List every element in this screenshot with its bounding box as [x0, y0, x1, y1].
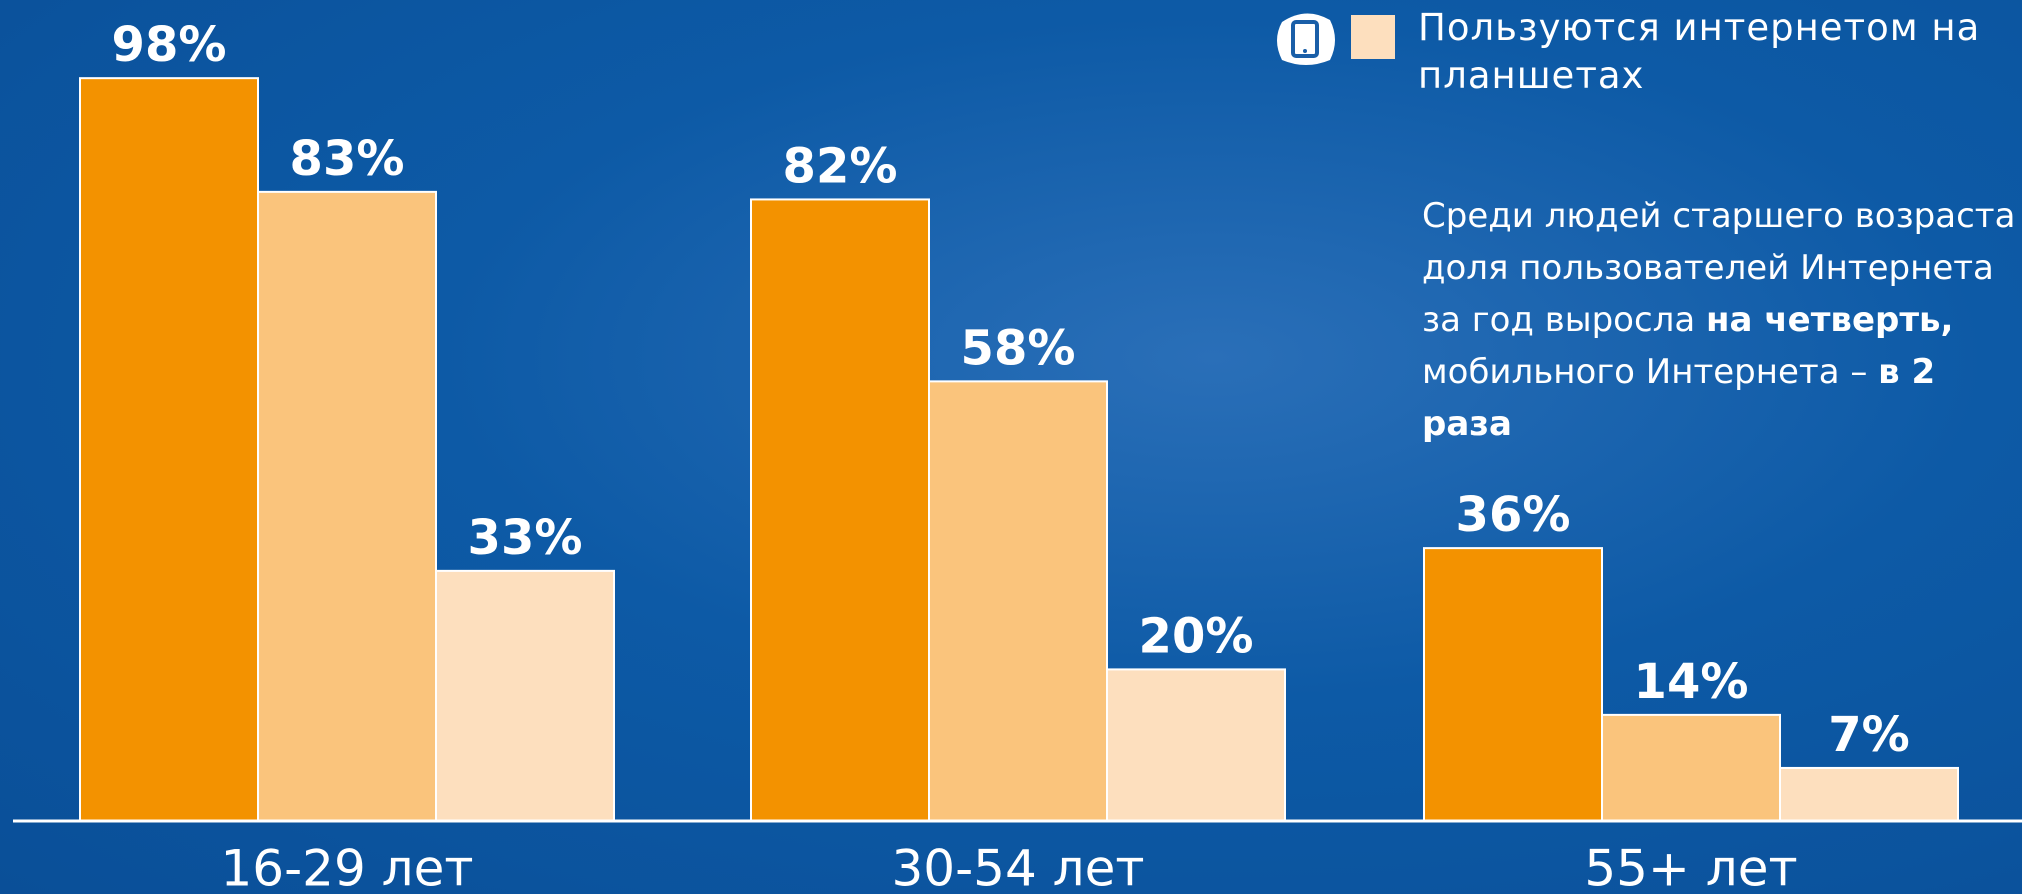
x-tick-label: 16-29 лет: [220, 840, 473, 894]
annotation-text: мобильного Интернета –: [1422, 352, 1878, 392]
bar: [1780, 768, 1958, 821]
page: 98% 83% 33% 16-29 лет 82% 58% 20% 30-54 лет 36% 1…: [0, 0, 2022, 894]
legend-label: Пользуются интернетом на планшетах: [1418, 4, 1998, 100]
bar: [80, 78, 258, 821]
bar: [929, 381, 1107, 821]
value-label: 20%: [1139, 608, 1254, 664]
bar: [436, 571, 614, 821]
legend-swatch: [1351, 15, 1395, 59]
value-label: 98%: [112, 17, 227, 73]
x-tick-label: 55+ лет: [1584, 840, 1797, 894]
value-label: 33%: [468, 510, 583, 566]
value-label: 7%: [1828, 707, 1910, 763]
value-label: 83%: [290, 131, 405, 187]
value-label: 36%: [1456, 487, 1571, 543]
bar: [751, 199, 929, 821]
annotation-bold: на четверть,: [1706, 300, 1953, 340]
bar: [1424, 548, 1602, 821]
bar: [1602, 715, 1780, 821]
value-label: 14%: [1634, 654, 1749, 710]
value-label: 58%: [961, 320, 1076, 376]
annotation: Среди людей старшего возраста доля польз…: [1422, 190, 2022, 450]
x-tick-label: 30-54 лет: [891, 840, 1144, 894]
bar: [1107, 669, 1285, 821]
bar: [258, 192, 436, 821]
tablet-icon: [1277, 13, 1335, 65]
value-label: 82%: [783, 138, 898, 194]
